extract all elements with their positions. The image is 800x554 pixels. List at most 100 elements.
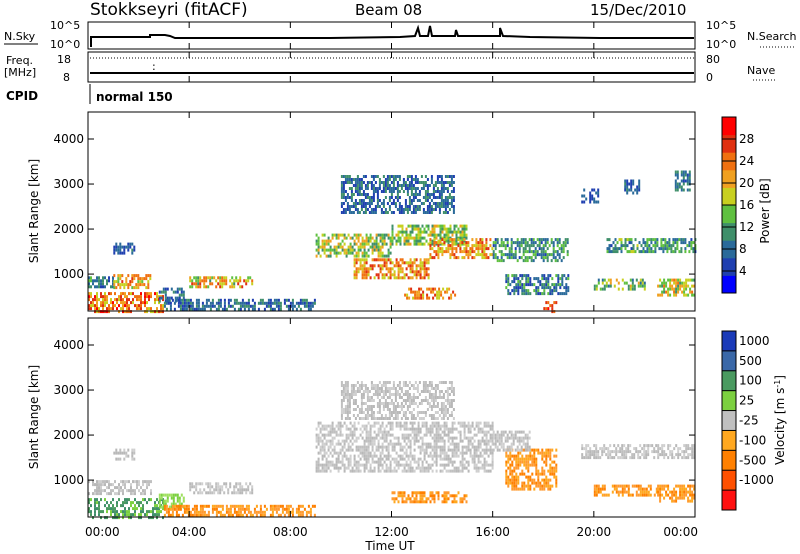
data-cell xyxy=(113,286,116,290)
data-cell xyxy=(440,205,443,208)
data-cell xyxy=(439,224,442,228)
data-cell xyxy=(160,307,162,311)
data-cell xyxy=(492,250,495,254)
data-cell xyxy=(523,472,526,476)
data-cell xyxy=(307,304,310,308)
data-cell xyxy=(671,287,674,291)
data-cell xyxy=(257,301,260,305)
data-cell xyxy=(136,501,138,505)
data-cell xyxy=(388,417,391,420)
data-cell xyxy=(389,427,392,431)
data-cell xyxy=(356,414,359,417)
data-cell xyxy=(442,414,445,417)
data-cell xyxy=(515,286,518,290)
data-cell xyxy=(401,227,404,231)
data-cell xyxy=(439,454,442,458)
data-cell xyxy=(397,491,400,495)
data-cell xyxy=(682,170,685,174)
data-cell xyxy=(351,424,354,428)
data-cell xyxy=(677,281,680,285)
data-cell xyxy=(158,510,160,514)
data-cell xyxy=(677,284,680,288)
data-cell xyxy=(94,295,96,299)
data-cell xyxy=(360,205,363,208)
data-cell xyxy=(247,276,250,280)
data-cell xyxy=(285,298,288,302)
data-cell xyxy=(419,500,422,504)
data-cell xyxy=(412,205,415,208)
data-cell xyxy=(667,278,670,282)
data-cell xyxy=(465,241,468,245)
data-cell xyxy=(335,233,338,237)
data-cell xyxy=(687,293,690,297)
data-cell xyxy=(245,507,248,511)
nsky-panel: N.Sky 10^5 10^0 10^5 10^0 N.Search xyxy=(4,19,797,51)
data-cell xyxy=(610,244,613,248)
data-cell xyxy=(475,448,478,452)
data-cell xyxy=(483,433,486,437)
data-cell xyxy=(511,478,514,482)
data-cell xyxy=(477,244,480,248)
data-cell xyxy=(442,296,445,300)
data-cell xyxy=(277,304,280,308)
data-cell xyxy=(375,248,378,252)
data-cell xyxy=(235,279,238,283)
data-cell xyxy=(465,250,468,254)
data-cell xyxy=(388,402,391,405)
data-cell xyxy=(217,488,220,492)
data-cell xyxy=(430,178,433,181)
data-cell xyxy=(378,402,381,405)
data-cell xyxy=(106,480,108,484)
data-cell xyxy=(349,430,352,434)
data-cell xyxy=(423,451,426,455)
y-tick-label: 1000 xyxy=(53,267,84,281)
data-cell xyxy=(424,381,427,384)
data-cell xyxy=(367,236,370,240)
data-cell xyxy=(163,513,166,517)
data-cell xyxy=(265,304,268,308)
data-cell xyxy=(553,466,556,470)
data-cell xyxy=(402,184,405,187)
data-cell xyxy=(146,301,148,305)
data-cell xyxy=(510,433,513,437)
data-cell xyxy=(465,500,468,504)
data-cell xyxy=(436,387,439,390)
data-cell xyxy=(364,202,367,205)
data-cell xyxy=(432,402,435,405)
data-cell xyxy=(243,488,246,492)
data-cell xyxy=(366,202,369,205)
data-cell xyxy=(329,239,332,243)
data-cell xyxy=(385,469,388,473)
data-cell xyxy=(483,466,486,470)
data-cell xyxy=(387,466,390,470)
data-cell xyxy=(413,460,416,464)
data-cell xyxy=(425,258,428,262)
data-cell xyxy=(339,424,342,428)
data-cell xyxy=(205,304,208,308)
data-cell xyxy=(419,276,422,280)
data-cell xyxy=(173,504,176,508)
data-cell xyxy=(449,256,452,260)
data-cell xyxy=(445,427,448,431)
data-cell xyxy=(413,448,416,452)
data-cell xyxy=(519,451,522,455)
data-cell xyxy=(361,273,364,277)
data-cell xyxy=(520,448,523,452)
data-cell xyxy=(405,454,408,458)
data-cell xyxy=(383,445,386,449)
data-cell xyxy=(104,516,106,520)
data-cell xyxy=(392,408,395,411)
beam-label: Beam 08 xyxy=(355,1,422,19)
data-cell xyxy=(335,466,338,470)
data-cell xyxy=(387,251,390,255)
data-cell xyxy=(546,241,549,245)
data-cell xyxy=(325,424,328,428)
data-cell xyxy=(461,497,464,501)
data-cell xyxy=(339,421,342,425)
data-cell xyxy=(408,196,411,199)
data-cell xyxy=(385,433,388,437)
data-cell xyxy=(215,485,218,489)
data-cell xyxy=(132,298,134,302)
data-cell xyxy=(392,387,395,390)
data-cell xyxy=(181,298,184,302)
